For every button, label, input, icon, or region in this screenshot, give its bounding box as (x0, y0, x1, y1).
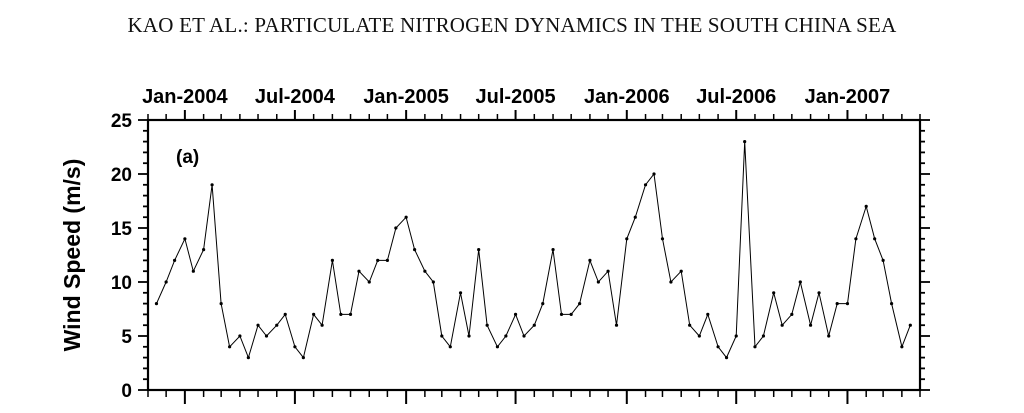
top-axis-ticks: Jan-2004 Jul-2004 Jan-2005 Jul-2005 Jan-2006… (142, 86, 921, 404)
x-tick-label: Jul-2004 (255, 86, 336, 108)
plot-frame (146, 118, 922, 392)
x-tick-label: Jan-2006 (584, 86, 670, 108)
y-axis-ticks: 0 5 10 15 20 25 (111, 111, 930, 402)
y-tick-label: 5 (121, 327, 132, 348)
y-axis-label: Wind Speed (m/s) (59, 159, 85, 352)
y-tick-label: 20 (111, 165, 132, 186)
panel-label: (a) (176, 147, 199, 168)
series-line (156, 141, 911, 360)
x-tick-label: Jan-2007 (805, 86, 891, 108)
y-tick-label: 0 (121, 381, 132, 402)
x-tick-label: Jan-2004 (142, 86, 228, 108)
y-tick-label: 15 (111, 219, 133, 240)
x-tick-label: Jul-2006 (696, 86, 776, 108)
axes-frame (146, 118, 922, 392)
y-tick-label: 10 (111, 273, 132, 294)
y-tick-label: 25 (111, 111, 133, 132)
page-header: KAO ET AL.: PARTICULATE NITROGEN DYNAMIC… (127, 13, 897, 37)
x-tick-label: Jan-2005 (363, 86, 449, 108)
x-tick-label: Jul-2005 (476, 86, 556, 108)
data-line (156, 141, 911, 360)
